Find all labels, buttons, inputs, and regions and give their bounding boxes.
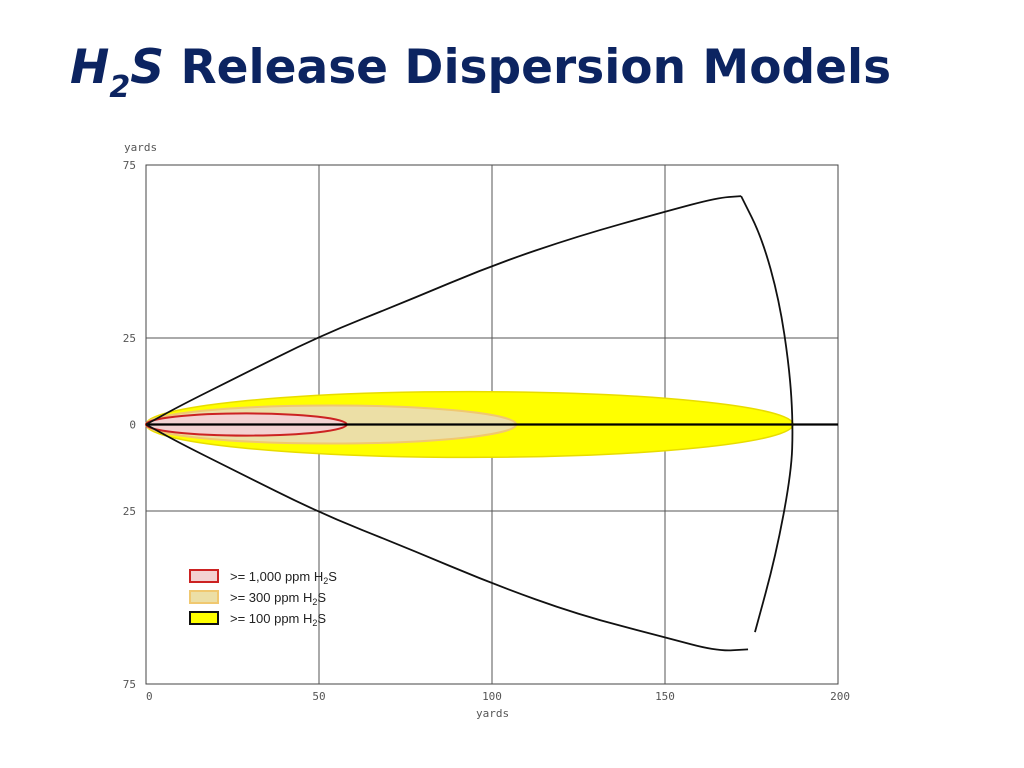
y-axis-label: yards: [124, 141, 157, 154]
legend: >= 1,000 ppm H2S >= 300 ppm H2S >= 100 ppm…: [189, 569, 337, 628]
title-formula-subscript: 2: [109, 70, 131, 105]
legend-swatch-1: [189, 590, 219, 604]
legend-label-0: >= 1,000 ppm H2S: [230, 569, 337, 586]
outer-envelope-upper: [145, 195, 742, 426]
title-formula: H2S: [70, 40, 165, 103]
slide-title: H2S Release Dispersion Models: [70, 44, 891, 103]
outer-envelope-lower: [145, 423, 749, 652]
y-tick-label-0: 75: [123, 159, 136, 172]
x-axis-label: yards: [476, 707, 509, 720]
envelope-layer: [145, 195, 794, 652]
y-tick-label-4: 75: [123, 678, 136, 691]
legend-label-2: >= 100 ppm H2S: [230, 611, 326, 628]
x-tick-label-4: 200: [830, 690, 850, 703]
x-tick-label-3: 150: [655, 690, 675, 703]
tick-labels: 0 50 100 150 200 75 25 0 25 75: [123, 159, 850, 703]
title-formula-s: S: [130, 40, 165, 95]
plume-layer: [144, 390, 838, 459]
outer-envelope-arc: [740, 195, 794, 633]
y-tick-label-2: 0: [129, 419, 136, 432]
y-tick-label-1: 25: [123, 332, 136, 345]
title-text: Release Dispersion Models: [164, 40, 892, 95]
x-tick-label-1: 50: [312, 690, 325, 703]
x-tick-label-2: 100: [482, 690, 502, 703]
title-formula-h: H: [70, 40, 110, 95]
legend-swatch-0: [189, 569, 219, 583]
x-tick-label-0: 0: [146, 690, 153, 703]
legend-swatch-2: [189, 611, 219, 625]
y-tick-label-3: 25: [123, 505, 136, 518]
legend-label-1: >= 300 ppm H2S: [230, 590, 326, 607]
